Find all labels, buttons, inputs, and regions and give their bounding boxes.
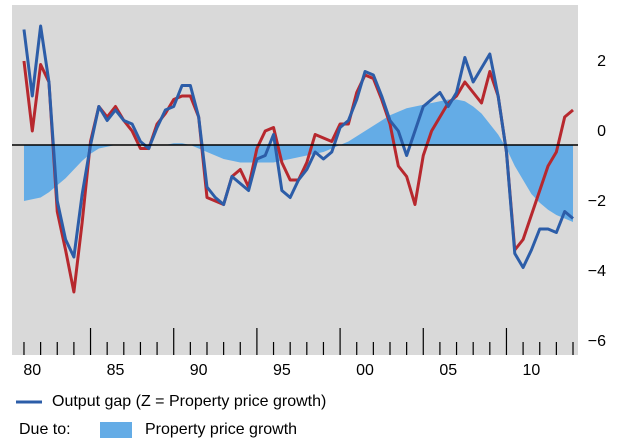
legend-label: Output gap (Z = Property price growth) — [52, 393, 326, 410]
y-tick-label: −4 — [588, 263, 606, 280]
area — [23, 99, 574, 222]
y-tick-label: −2 — [588, 193, 606, 210]
line — [22, 24, 574, 269]
y-tick-label: 2 — [597, 53, 606, 70]
x-tick-label: 90 — [190, 362, 208, 379]
x-tick-label: 80 — [23, 362, 41, 379]
x-tick-label: 85 — [107, 362, 125, 379]
x-tick-label: 05 — [439, 362, 457, 379]
legend-swatch — [100, 422, 132, 438]
x-tick-label: 10 — [523, 362, 541, 379]
y-tick-label: −6 — [588, 333, 606, 350]
y-tick-label: 0 — [597, 123, 606, 140]
x-tick-label: 95 — [273, 362, 291, 379]
x-tick-label: 00 — [356, 362, 374, 379]
legend-note: Due to: — [19, 421, 71, 438]
legend-label: Property price growth — [145, 421, 297, 438]
